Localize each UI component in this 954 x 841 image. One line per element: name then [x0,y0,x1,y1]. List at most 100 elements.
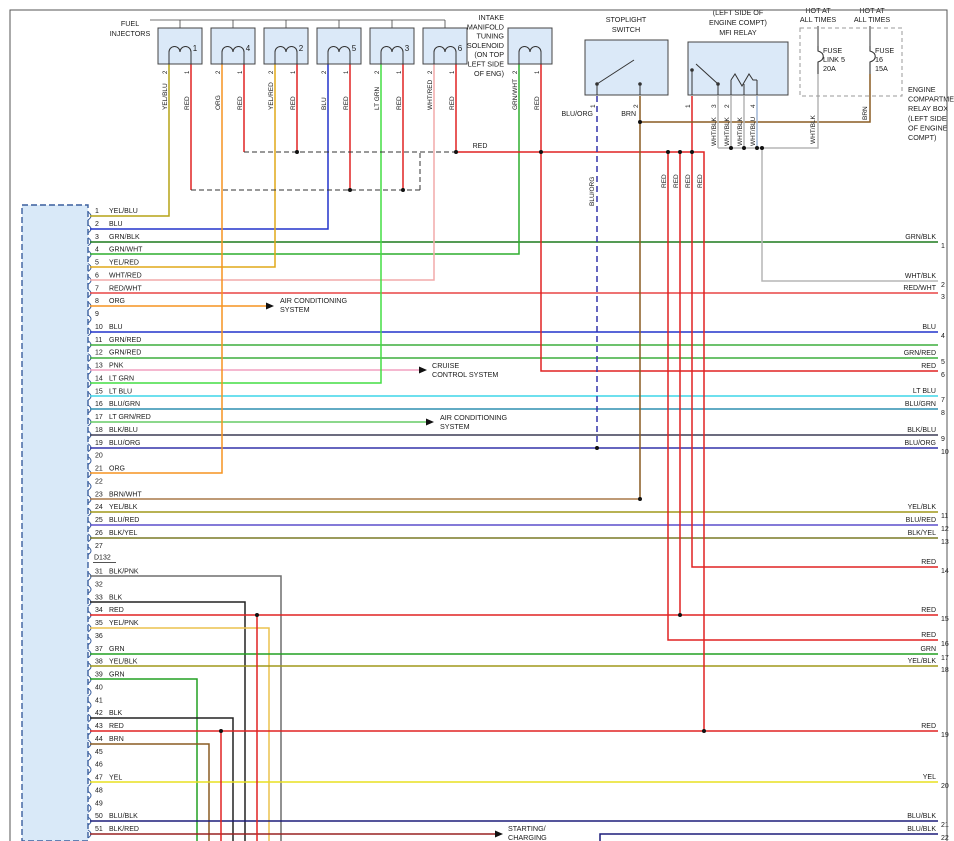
ac-system-2: AIR CONDITIONING [440,413,507,422]
wire-color-label: BLU/GRN [109,401,140,408]
pin-socket [87,752,92,762]
injector-number: 2 [299,44,304,53]
pin-number: 4 [95,247,99,254]
arrow-pin13-cruise [419,366,427,374]
pin-number: 48 [95,787,103,794]
pin-number: 24 [95,504,103,511]
right-wire-label: RED [921,723,936,730]
stoplight-switch-box [584,39,669,96]
pin-number: 27 [95,543,103,550]
wire-color-label: YEL/PNK [109,620,139,627]
pin-digit: 2 [163,70,169,74]
rotated-wire-label: RED [396,96,403,110]
switch-contact [595,82,599,86]
solenoid-title: MANIFOLD [467,22,504,31]
wire-color-label: BLU [109,324,123,331]
rotated-wire-label: RED [673,174,680,188]
rotated-wire-label: BLU [321,97,328,110]
wire-color-label: BLK/PNK [109,569,139,576]
wire-color-label: GRN [109,672,125,679]
wire-color-label: YEL/BLK [109,659,138,666]
wire-color-label: BLU [109,221,123,228]
wire-label: BLU/ORG [561,111,593,118]
rotated-wire-label: GRN/WHT [512,79,519,110]
wire-color-label: BLK [109,710,123,717]
relay-contact [716,82,720,86]
right-wire-label: GRN [920,646,936,653]
wire-color-label: GRN/RED [109,337,141,344]
mfi-relay-title: (LEFT SIDE OF [713,8,764,17]
fuel-injector-box [316,27,362,65]
right-circuit-number: 8 [941,410,945,417]
wire-color-label: BLU/ORG [109,440,141,447]
wire-color-label: BLK/YEL [109,530,138,537]
pin-number: 40 [95,684,103,691]
right-wire-label: GRN/RED [904,350,936,357]
pin-number: 15 [95,388,103,395]
mfi-relay-title: MFI RELAY [719,28,757,37]
wire-solenoid-red-out-6 [540,64,938,372]
pin-digit: 1 [291,70,297,74]
rotated-wire-label: BLU/ORG [589,177,596,206]
rotated-wire-label: RED [449,96,456,110]
pin-number: 17 [95,414,103,421]
pin-number: 10 [95,324,103,331]
fuse-16-label: FUSE [875,46,894,55]
hot-at-all-times-1: ALL TIMES [800,15,837,24]
junction-dot [401,188,405,192]
wire-color-label: BLK [109,594,123,601]
right-circuit-number: 18 [941,667,949,674]
fuel-injectors-title: INJECTORS [110,29,151,38]
injector-number: 1 [193,44,198,53]
pin-number: 38 [95,659,103,666]
arrow-pin8-ac [266,302,274,310]
wire-pin14-inj3 [90,64,382,384]
right-circuit-number: 5 [941,359,945,366]
right-wire-label: YEL/BLK [908,658,937,665]
pin-digit: 2 [513,70,519,74]
pin-digit: 1 [344,70,350,74]
pin-number: 19 [95,440,103,447]
junction-dot [755,146,759,150]
wire-color-label: BLU/RED [109,517,139,524]
wire-color-label: RED [109,607,124,614]
relay-box-outline [799,27,903,97]
right-wire-label: RED [921,363,936,370]
wire-color-label: LT GRN/RED [109,414,151,421]
pin-number: 33 [95,594,103,601]
pin-number: 11 [95,337,102,344]
wire-color-label: GRN/RED [109,350,141,357]
rotated-wire-label: ORG [215,95,222,110]
pin-number: 50 [95,813,103,820]
rotated-wire-label: 1 [590,104,597,108]
pin-socket [87,803,92,813]
wire-color-label: BLU/BLK [109,813,138,820]
switch-contact [638,82,642,86]
right-wire-label: BLK/YEL [908,530,937,537]
wire-color-label: YEL/RED [109,260,139,267]
pin-number: 2 [95,221,99,228]
wire-color-label: GRN/WHT [109,247,143,254]
rotated-wire-label: WHT/RED [427,79,434,110]
fuse-16-label: 16 [875,55,883,64]
wire-color-label: WHT/RED [109,272,142,279]
wire-color-label: ORG [109,466,125,473]
rotated-wire-label: RED [290,96,297,110]
rotated-wire-label: RED [685,174,692,188]
pin-number: 13 [95,363,103,370]
wire-label: RED [473,143,488,150]
solenoid-title: LEFT SIDE [468,60,504,69]
rotated-wire-label: YEL/RED [268,82,275,110]
right-circuit-number: 12 [941,526,949,533]
right-circuit-number: 1 [941,243,945,250]
junction-dot [742,146,746,150]
cruise-control: CRUISE [432,361,459,370]
relay-box-label: OF ENGINE [908,123,948,132]
pin-number: 26 [95,530,103,537]
wire-pin31 [90,575,282,841]
right-circuit-number: 13 [941,539,949,546]
left-connector-block [21,204,89,841]
fuel-injector-box [157,27,203,65]
junction-dot [666,150,670,154]
pin-digit: 1 [535,70,541,74]
